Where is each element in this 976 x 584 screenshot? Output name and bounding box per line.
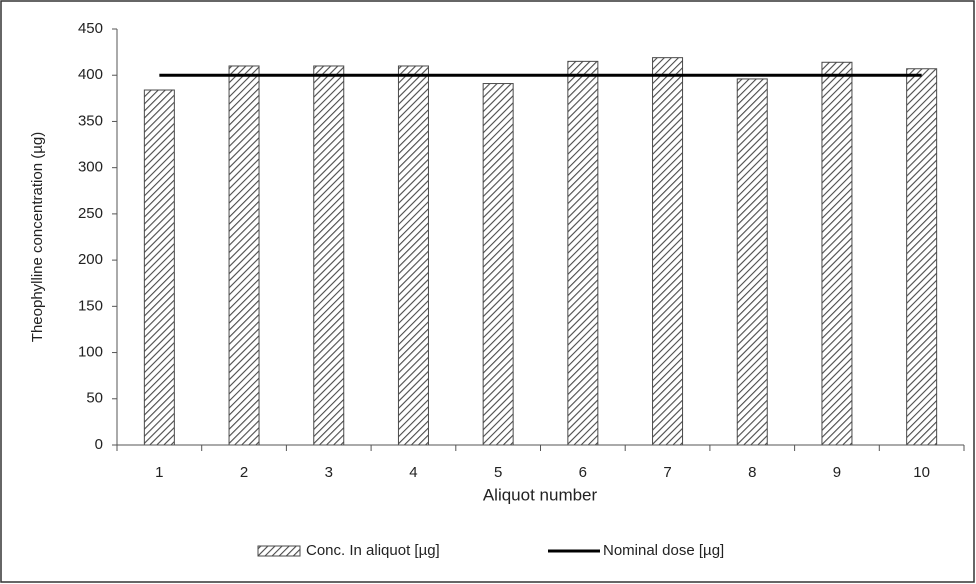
y-tick-label: 150 [78,297,103,314]
y-tick-label: 0 [95,436,103,453]
y-tick-label: 50 [86,390,103,407]
legend-swatch [257,545,301,557]
y-tick-label: 450 [78,20,103,37]
bar [567,60,599,446]
y-tick-label: 200 [78,251,103,268]
y-tick-label: 250 [78,205,103,222]
y-tick-label: 400 [78,66,103,83]
y-tick-label: 100 [78,344,103,361]
bar [143,89,175,446]
x-tick-label: 2 [240,464,248,481]
x-tick-label: 4 [409,464,417,481]
legend-label: Conc. In aliquot [µg] [306,542,440,559]
bar [482,83,514,446]
x-tick-label: 5 [494,464,502,481]
x-tick-label: 7 [663,464,671,481]
x-tick-label: 9 [833,464,841,481]
y-tick-label: 300 [78,159,103,176]
x-tick-label: 10 [913,464,930,481]
x-tick-label: 8 [748,464,756,481]
bar [313,65,345,446]
y-axis-label: Theophylline concentration (µg) [29,132,46,342]
x-tick-label: 6 [579,464,587,481]
x-tick-label: 1 [155,464,163,481]
x-axis-label: Aliquot number [483,485,598,504]
legend-label: Nominal dose [µg] [603,542,724,559]
y-tick-label: 350 [78,112,103,129]
bar [228,65,260,446]
bar [652,57,684,446]
x-tick-label: 3 [325,464,333,481]
bar [736,78,768,446]
bar [821,61,853,446]
bar [906,68,938,446]
bar [397,65,429,446]
